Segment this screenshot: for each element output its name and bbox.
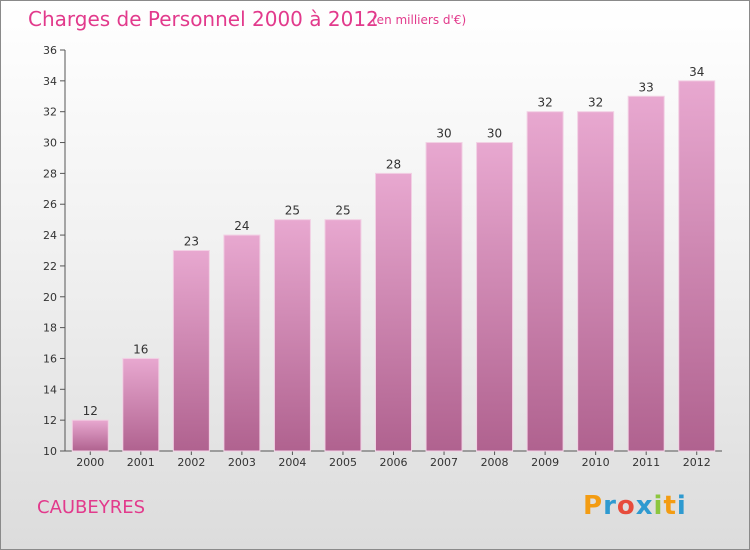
x-tick-label: 2004 [278,456,306,469]
bar-2011 [627,95,665,452]
data-label: 25 [335,204,350,218]
bar-2012 [678,80,716,452]
data-label: 30 [436,127,451,141]
bar-2000 [71,419,109,452]
y-tick-label: 16 [43,352,57,365]
x-tick-label: 2002 [177,456,205,469]
x-tick-label: 2008 [481,456,509,469]
y-tick-label: 12 [43,414,57,427]
logo-letter: t [663,491,677,521]
y-tick-label: 34 [43,75,57,88]
y-tick-label: 26 [43,198,57,211]
chart-unit-note: (en milliers d'€) [372,13,467,27]
data-label: 24 [234,219,249,233]
bar-2005 [324,219,362,452]
data-label: 30 [487,127,502,141]
y-tick-label: 24 [43,229,57,242]
y-tick-label: 32 [43,106,57,119]
y-tick-label: 30 [43,137,57,150]
data-label: 25 [285,204,300,218]
bar-2003 [223,234,261,452]
data-label: 32 [588,96,603,110]
logo-letter: o [616,491,636,521]
x-tick-label: 2006 [380,456,408,469]
bar-2006 [375,172,412,452]
bar-2001 [122,357,160,452]
logo-letter: r [603,491,617,521]
logo-letter: x [635,491,654,521]
bar-2002 [172,250,210,452]
data-label: 12 [83,404,98,418]
x-tick-label: 2005 [329,456,357,469]
commune-name: CAUBEYRES [37,497,146,518]
logo-letter: P [583,491,604,521]
y-tick-label: 18 [43,322,57,335]
bar-2007 [425,142,463,452]
bar-2009 [526,111,564,452]
x-tick-label: 2007 [430,456,458,469]
x-tick-label: 2010 [582,456,610,469]
x-tick-label: 2009 [531,456,559,469]
data-label: 34 [689,65,704,79]
y-tick-label: 14 [43,383,57,396]
x-tick-label: 2012 [683,456,711,469]
logo-letter: i [653,491,664,521]
x-tick-label: 2001 [127,456,155,469]
x-tick-label: 2011 [632,456,660,469]
proxiti-logo[interactable]: Proxiti [583,491,687,521]
x-tick-label: 2000 [76,456,104,469]
data-label: 16 [133,342,148,356]
data-label: 33 [639,80,654,94]
x-tick-label: 2003 [228,456,256,469]
data-label: 28 [386,157,401,171]
chart-bars [71,80,716,452]
data-label: 23 [184,235,199,249]
chart-title: Charges de Personnel 2000 à 2012 [28,7,379,31]
data-label: 32 [537,96,552,110]
y-tick-label: 10 [43,445,57,458]
bar-2010 [577,111,615,452]
y-tick-label: 22 [43,260,57,273]
bar-2008 [476,142,514,452]
y-tick-label: 36 [43,44,57,57]
bar-2004 [273,219,311,452]
y-tick-label: 20 [43,291,57,304]
y-tick-label: 28 [43,167,57,180]
chart-labels: 2000 12 2001 16 2002 23 2003 24 2004 25 2005 25 2006… [76,65,710,469]
logo-letter: i [676,491,687,521]
